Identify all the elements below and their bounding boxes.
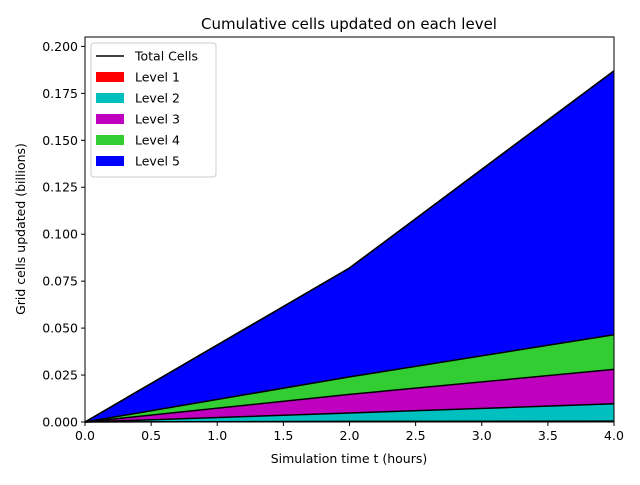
y-tick-label: 0.200 [42,39,78,54]
chart-title: Cumulative cells updated on each level [201,15,497,33]
legend-swatch-level-3 [96,114,124,124]
x-tick-label: 1.0 [207,428,227,443]
area-level-2-top-edge [84,403,615,423]
y-tick-label: 0.050 [42,321,78,336]
y-axis-label: Grid cells updated (billions) [13,143,28,315]
y-tick-label: 0.000 [42,415,78,430]
x-tick-label: 3.5 [538,428,558,443]
legend: Total Cells Level 1 Level 2 Level 3 Level 4 L… [90,42,217,178]
y-axis-ticks: 0.000 0.025 0.050 0.075 0.100 0.125 0.150 0.175… [42,39,85,430]
area-boundary-lines [84,70,615,423]
area-level-4-top-edge [84,333,615,423]
y-tick-label: 0.125 [42,180,78,195]
legend-label: Level 1 [135,70,180,85]
x-axis-ticks: 0.0 0.5 1.0 1.5 2.0 2.5 3.0 3.5 4.0 [75,422,624,443]
y-tick-label: 0.175 [42,86,78,101]
legend-label: Level 3 [135,112,180,127]
legend-swatch-level-4 [96,135,124,145]
legend-label: Total Cells [134,49,198,64]
x-tick-label: 1.5 [273,428,293,443]
y-tick-label: 0.150 [42,133,78,148]
area-level-5 [85,70,614,423]
x-tick-label: 2.5 [406,428,426,443]
x-axis-label: Simulation time t (hours) [271,451,428,466]
x-tick-label: 2.0 [340,428,360,443]
total-cells-line [84,70,615,423]
legend-label: Level 5 [135,154,180,169]
legend-swatch-level-1 [96,72,124,82]
x-tick-label: 0.0 [75,428,95,443]
area-level-3-top-edge [84,368,615,423]
area-level-2 [85,403,614,422]
legend-swatch-level-2 [96,93,124,103]
y-tick-label: 0.100 [42,227,78,242]
legend-label: Level 2 [135,91,180,106]
y-tick-label: 0.075 [42,274,78,289]
x-tick-label: 0.5 [141,428,161,443]
y-tick-label: 0.025 [42,368,78,383]
legend-swatch-level-5 [96,156,124,166]
x-tick-label: 4.0 [604,428,624,443]
x-tick-label: 3.0 [472,428,492,443]
legend-label: Level 4 [135,133,180,148]
